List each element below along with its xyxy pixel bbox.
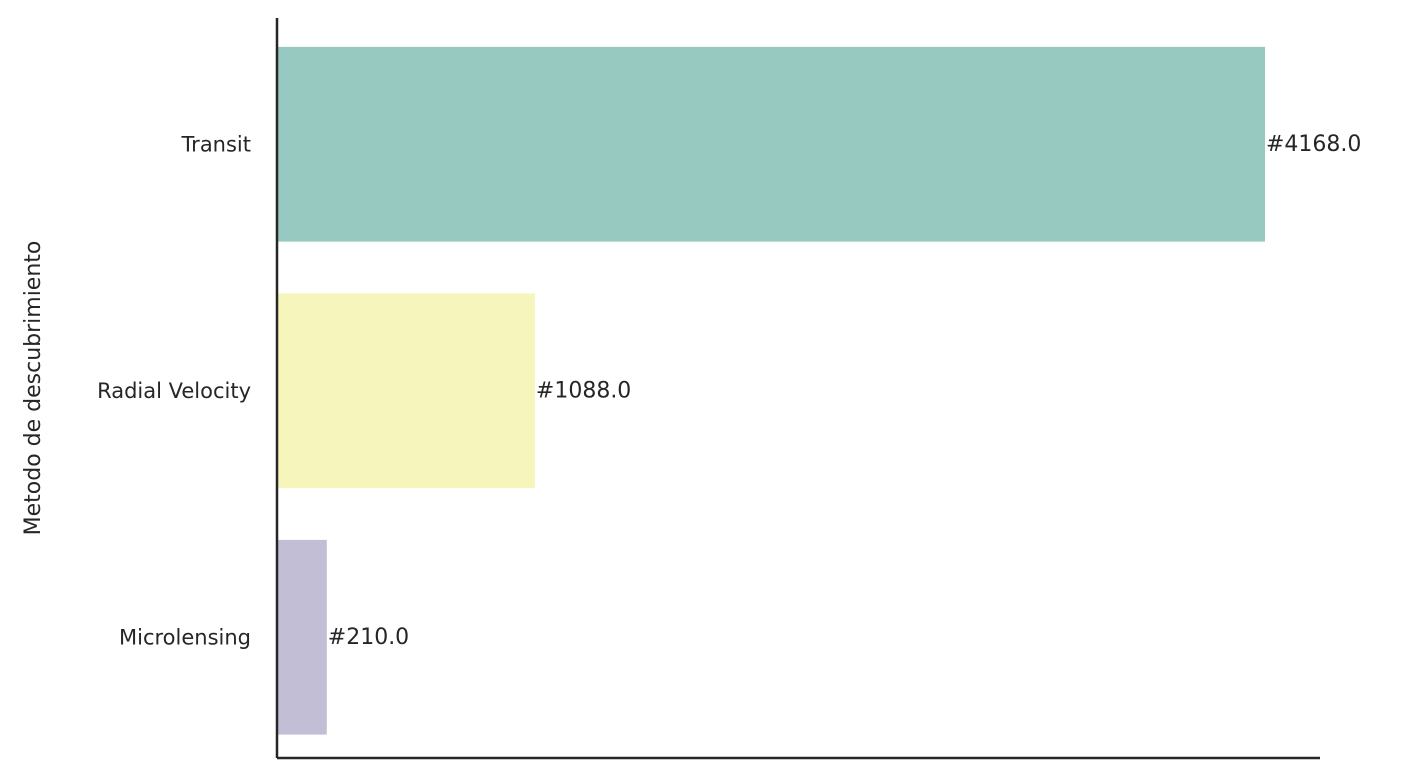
y-axis-title: Metodo de descubrimiento [21,241,46,536]
bar-transit [277,46,1266,242]
tick-label-radial-velocity: Radial Velocity [97,379,251,403]
category-ticks-layer: Transit Radial Velocity Microlensing [97,132,251,649]
data-label-radial-velocity: #1088.0 [536,378,631,403]
bars-layer [277,46,1266,735]
tick-label-microlensing: Microlensing [119,625,251,649]
bar-radial-velocity [277,293,535,489]
bar-microlensing [277,539,327,735]
data-labels-layer: #4168.0 #1088.0 #210.0 [328,132,1362,650]
tick-label-transit: Transit [180,132,251,156]
data-label-microlensing: #210.0 [328,625,409,650]
data-label-transit: #4168.0 [1266,132,1361,157]
